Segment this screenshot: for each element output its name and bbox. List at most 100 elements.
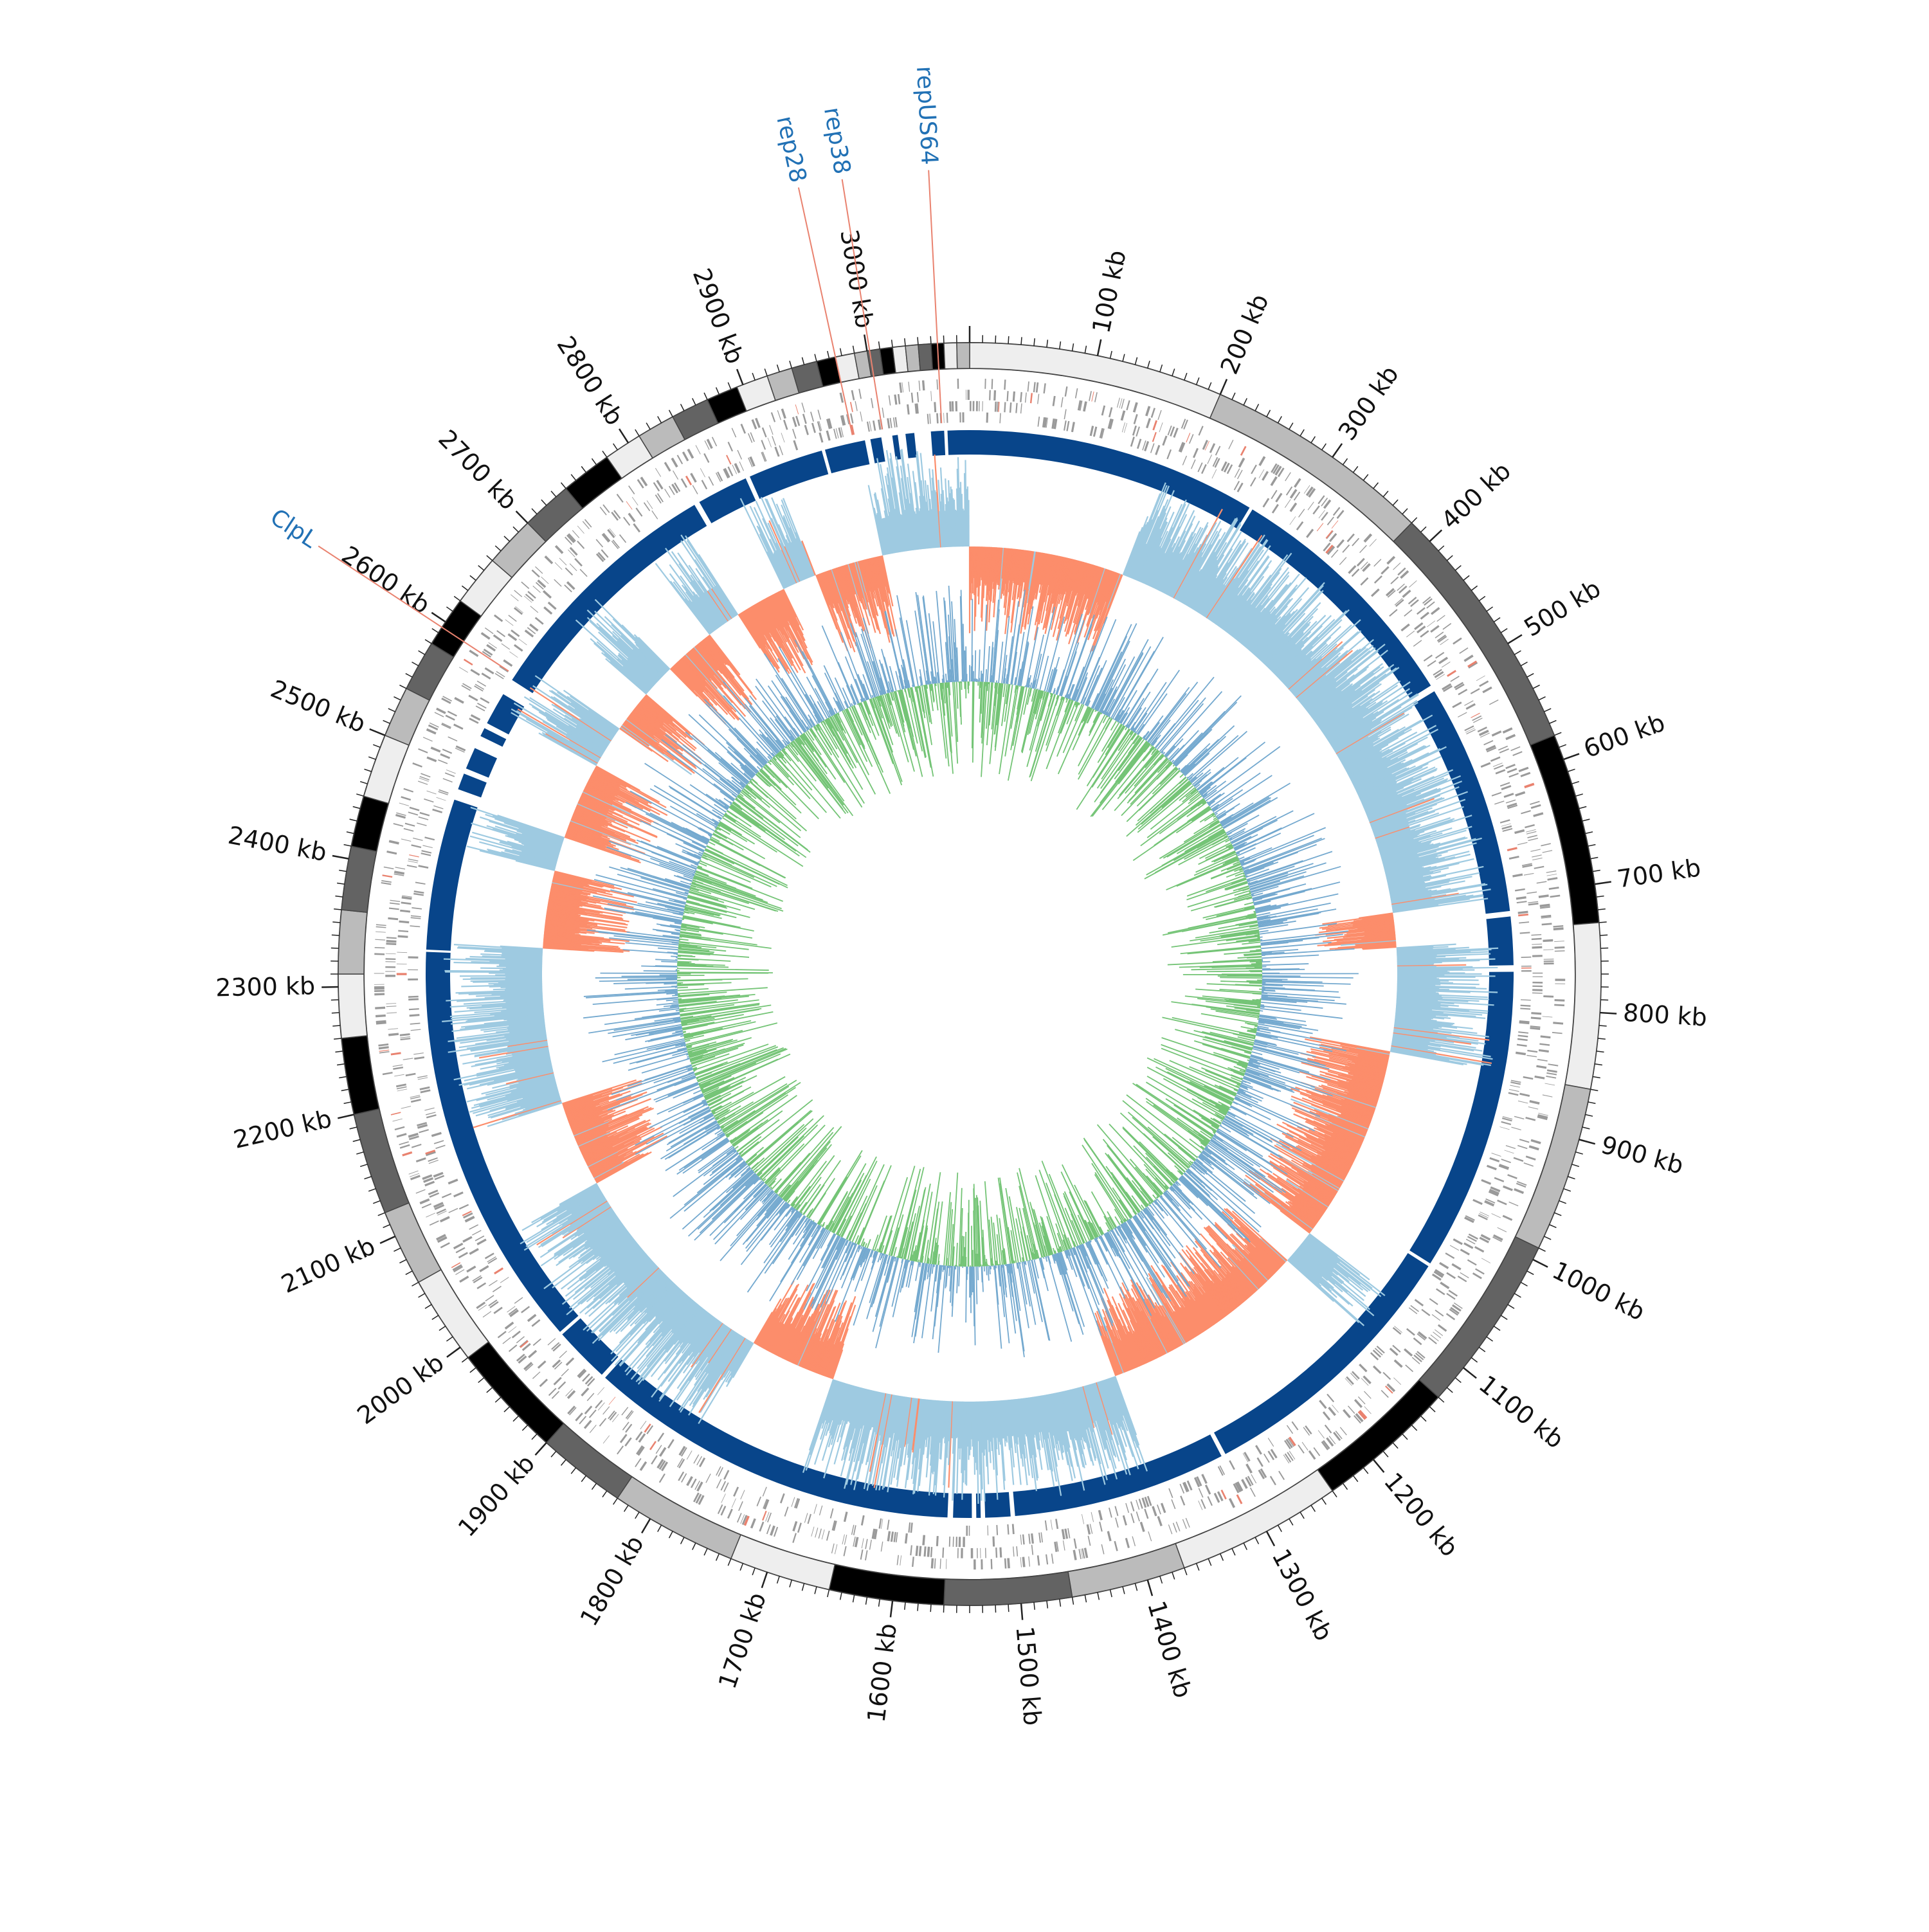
gene-feature [393,1067,403,1070]
gene-feature [1420,612,1429,620]
gene-feature [1440,1282,1449,1290]
contig-segment [970,343,1220,418]
gene-feature [1037,1555,1040,1566]
gene-feature [801,402,805,413]
gene-feature [388,917,398,920]
gene-feature [446,770,456,774]
gene-feature [1342,545,1350,553]
gene-feature [423,737,433,741]
gene-feature [961,1548,963,1558]
contig-segment [944,343,957,369]
gene-feature [1496,769,1506,774]
contig-segment [829,1564,945,1605]
gene-feature [723,1470,729,1479]
gene-feature [440,1216,450,1222]
gene-feature [1319,1400,1327,1409]
gene-feature [521,1306,530,1313]
gene-feature [737,450,742,460]
gene-feature [509,651,518,658]
gc-content-bar [1066,698,1067,700]
gene-feature [1512,874,1523,878]
gene-feature [793,440,798,451]
gene-feature [1501,1159,1510,1163]
gene-feature [1090,426,1094,436]
gene-feature [644,1423,651,1432]
gene-feature [469,1224,478,1230]
gene-feature [1046,1555,1048,1565]
gene-feature [830,1508,834,1519]
gene-feature [493,1307,502,1314]
gene-feature [850,402,853,412]
gene-feature [1053,396,1056,406]
gene-feature [900,1555,901,1566]
gene-feature [1400,624,1409,631]
gene-feature [916,1546,919,1556]
gene-feature [811,1526,814,1536]
gene-feature [419,817,429,820]
gene-feature [1302,1442,1309,1450]
gene-feature [1530,801,1540,805]
gene-feature [1516,1052,1526,1056]
contig-segment [385,1203,441,1282]
gene-feature [1065,386,1068,397]
gene-feature [1012,1524,1015,1534]
gene-feature [1428,1337,1437,1344]
gene-feature [850,413,853,424]
gene-feature [1271,490,1277,499]
gene-feature [1015,403,1017,413]
gene-feature [1537,881,1547,883]
gene-feature [781,408,786,419]
gene-feature [411,844,421,848]
gene-feature [1555,979,1565,981]
gene-feature [1451,676,1460,682]
gene-feature [397,1133,407,1137]
gene-feature [1507,768,1517,773]
gene-feature [1193,448,1199,458]
gc-content-bar [1031,683,1032,688]
gene-feature [1472,1199,1483,1205]
gene-feature [1543,1094,1553,1097]
gene-feature [1168,1524,1173,1534]
gene-feature [889,395,891,406]
gene-feature [620,1434,628,1443]
gene-feature [1406,1328,1415,1336]
gene-feature [375,939,385,941]
gene-feature [1022,1557,1026,1567]
gene-feature [404,828,414,832]
gene-feature [408,811,419,815]
gene-feature [1555,950,1565,952]
gene-feature [777,410,781,420]
gc-content-bar [1096,624,1137,710]
gene-feature [973,401,975,411]
gene-feature [1399,586,1408,593]
contig-segment [944,1571,1073,1605]
gc-content-bar [1155,677,1214,748]
gene-feature [1514,829,1525,834]
gene-feature [1506,1145,1516,1149]
gene-feature [574,558,583,566]
gene-feature [386,1006,397,1007]
gene-feature [440,754,450,759]
gene-feature [1157,1504,1161,1514]
gene-feature [882,408,885,418]
gene-feature [1464,725,1474,731]
gene-feature [443,778,453,782]
gene-feature [375,947,385,948]
gene-feature [554,579,561,587]
gene-feature [374,953,385,955]
gene-feature [554,1377,562,1386]
gene-feature [567,1390,575,1399]
gene-feature [559,558,567,566]
gene-feature [910,1545,912,1555]
gene-feature [732,1499,736,1508]
gene-feature [1240,446,1247,456]
gene-feature [514,607,523,615]
gene-feature [503,660,512,667]
gc-content-bar [1151,745,1152,746]
gene-feature [468,695,478,701]
gene-feature [1176,1522,1181,1531]
gene-feature [1412,1357,1420,1364]
gene-feature [1542,923,1552,925]
gene-feature [1489,700,1499,705]
